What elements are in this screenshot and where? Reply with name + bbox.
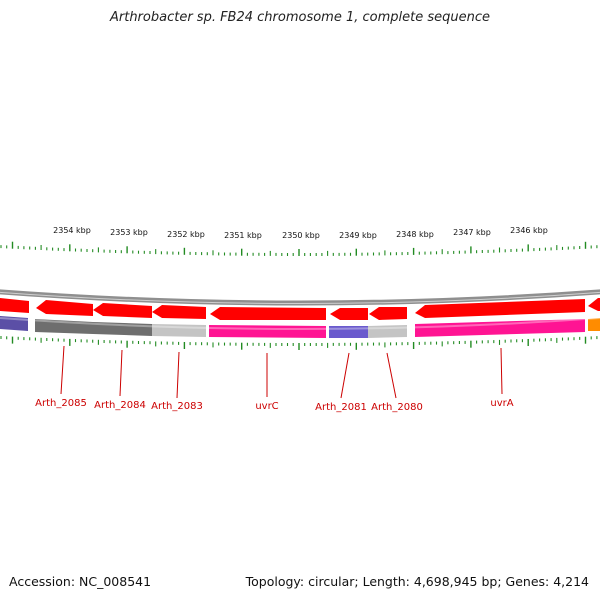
cog-block bbox=[415, 319, 585, 337]
backbone-arc bbox=[0, 289, 600, 306]
scale-label: 2347 kbp bbox=[453, 228, 491, 237]
gene-label-arth2085[interactable]: Arth_2085 bbox=[35, 398, 87, 409]
gene-label-arth2084[interactable]: Arth_2084 bbox=[94, 400, 146, 411]
gene-arrow-left-edge[interactable] bbox=[0, 298, 29, 313]
gene-label-uvrc[interactable]: uvrC bbox=[255, 401, 278, 412]
scale-label: 2350 kbp bbox=[282, 231, 320, 240]
label-leader bbox=[60, 345, 65, 395]
cog-block bbox=[152, 324, 206, 337]
label-leader bbox=[119, 349, 123, 397]
accession-text: Accession: NC_008541 bbox=[9, 574, 152, 589]
gene-arrow-uvrc[interactable] bbox=[210, 307, 326, 320]
cog-block bbox=[209, 325, 326, 338]
label-leader bbox=[340, 352, 350, 399]
map-title: Arthrobacter sp. FB24 chromosome 1, comp… bbox=[109, 10, 491, 25]
label-leader bbox=[500, 347, 503, 395]
gene-labels: Arth_2085 Arth_2084 Arth_2083 uvrC Arth_… bbox=[35, 345, 514, 413]
gene-arrow-arth2081[interactable] bbox=[330, 308, 368, 320]
scale-label: 2348 kbp bbox=[396, 230, 434, 239]
outer-scale-ticks bbox=[0, 241, 598, 256]
gene-arrow-arth2085[interactable] bbox=[36, 300, 93, 316]
gene-track-inner bbox=[0, 316, 600, 338]
scale-label: 2353 kbp bbox=[110, 228, 148, 237]
cog-block bbox=[368, 325, 407, 338]
scale-label: 2351 kbp bbox=[224, 231, 262, 240]
label-leader bbox=[386, 352, 397, 399]
gene-arrow-arth2083[interactable] bbox=[152, 305, 206, 319]
cog-block bbox=[329, 326, 368, 338]
gene-arrow-right-edge[interactable] bbox=[588, 298, 600, 311]
gene-label-arth2080[interactable]: Arth_2080 bbox=[371, 402, 423, 413]
inner-scale-ticks bbox=[0, 336, 598, 350]
gene-arrow-arth2084[interactable] bbox=[93, 303, 152, 318]
gene-label-arth2083[interactable]: Arth_2083 bbox=[151, 401, 203, 412]
scale-label: 2354 kbp bbox=[53, 226, 91, 235]
scale-labels: 2354 kbp 2353 kbp 2352 kbp 2351 kbp 2350… bbox=[53, 226, 548, 240]
cog-block bbox=[588, 318, 600, 331]
gene-label-uvra[interactable]: uvrA bbox=[490, 398, 513, 409]
scale-label: 2349 kbp bbox=[339, 231, 377, 240]
gene-arrow-uvra[interactable] bbox=[415, 299, 585, 318]
gene-label-arth2081[interactable]: Arth_2081 bbox=[315, 402, 367, 413]
scale-label: 2346 kbp bbox=[510, 226, 548, 235]
cog-block bbox=[0, 316, 28, 331]
cog-highlight bbox=[0, 317, 600, 330]
cog-block bbox=[93, 322, 152, 336]
label-leader bbox=[176, 351, 180, 399]
cog-block bbox=[35, 319, 93, 334]
backbone-arc-highlight bbox=[0, 291, 600, 304]
gene-arrow-arth2080[interactable] bbox=[369, 307, 407, 320]
scale-label: 2352 kbp bbox=[167, 230, 205, 239]
genome-summary-text: Topology: circular; Length: 4,698,945 bp… bbox=[245, 574, 589, 589]
gene-track-outer bbox=[0, 298, 600, 320]
